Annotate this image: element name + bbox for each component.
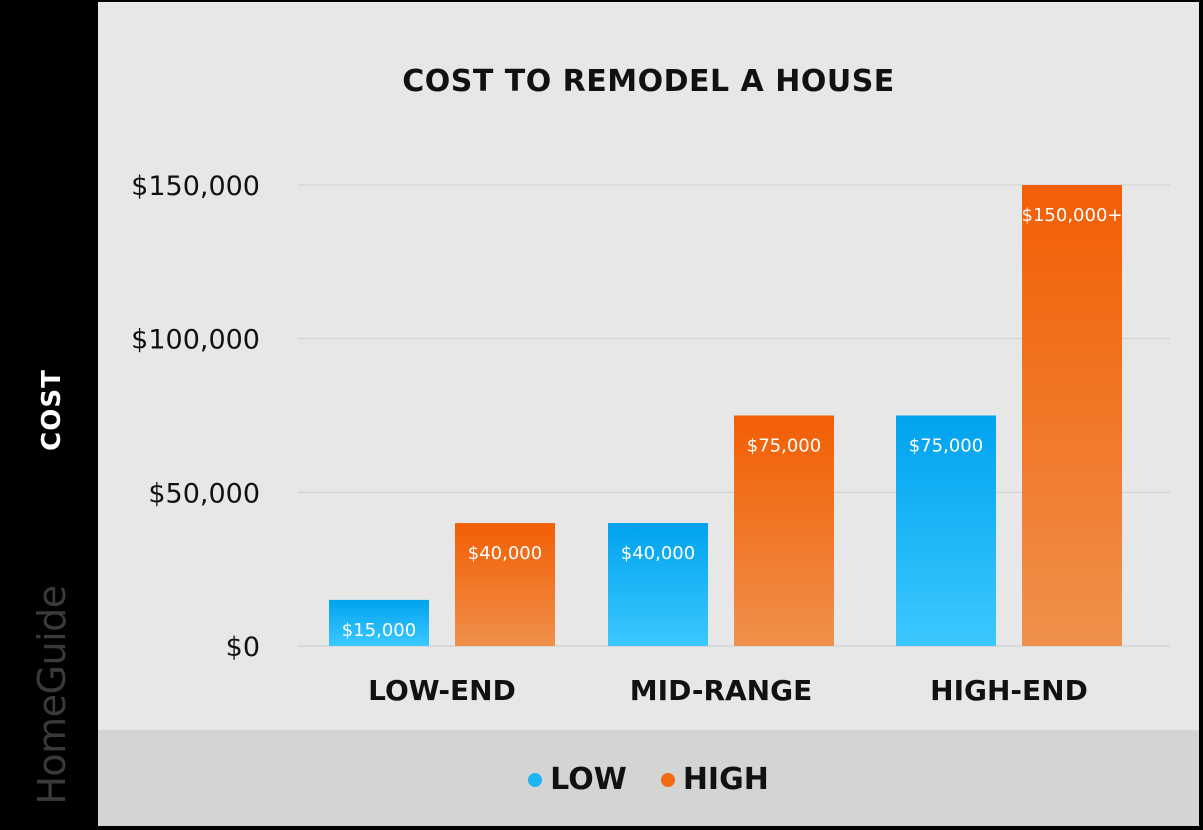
legend-item-high: HIGH — [660, 762, 769, 797]
legend-band — [98, 730, 1199, 826]
bar-high-high-end — [1022, 185, 1122, 646]
bar-value-label: $15,000 — [342, 620, 416, 641]
brand-watermark: HomeGuide — [30, 585, 74, 805]
bar-value-label: $75,000 — [909, 436, 983, 457]
legend-dot-low — [528, 772, 543, 787]
x-category-label: LOW-END — [368, 674, 516, 707]
y-tick-label: $0 — [226, 632, 260, 663]
y-axis-title: COST — [37, 369, 67, 451]
x-category-label: HIGH-END — [930, 674, 1088, 707]
bar-value-label: $150,000+ — [1022, 205, 1123, 226]
y-tick-label: $50,000 — [148, 478, 260, 509]
legend-item-low: LOW — [528, 762, 627, 797]
bar-high-mid-range — [734, 415, 834, 646]
bar-value-label: $40,000 — [621, 543, 695, 564]
chart-title: COST TO REMODEL A HOUSE — [402, 64, 895, 99]
y-tick-label: $100,000 — [131, 325, 260, 356]
chart-panel: COST TO REMODEL A HOUSE $0 $50,000 $100,00… — [98, 2, 1199, 826]
y-tick-label: $150,000 — [131, 171, 260, 202]
x-category-label: MID-RANGE — [630, 674, 812, 707]
side-bar: COST HomeGuide — [0, 0, 98, 830]
bar-low-high-end — [896, 415, 996, 646]
bar-chart: $0 $50,000 $100,000 $150,000 $15,000 $40,000 L… — [131, 171, 1170, 707]
legend: LOW HIGH — [98, 762, 1199, 797]
bar-low-low-end — [329, 599, 429, 646]
bar-value-label: $75,000 — [747, 436, 821, 457]
bar-high-low-end — [455, 523, 555, 646]
legend-dot-high — [660, 772, 675, 787]
legend-label-low: LOW — [550, 762, 627, 797]
bar-low-mid-range — [608, 523, 708, 646]
legend-label-high: HIGH — [682, 762, 769, 797]
bar-value-label: $40,000 — [468, 543, 542, 564]
